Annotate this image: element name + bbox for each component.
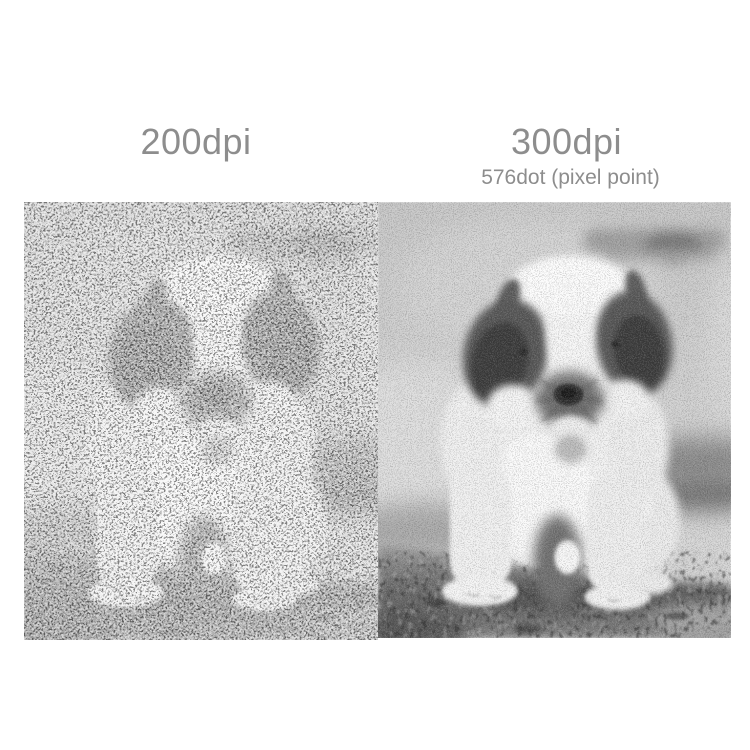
label-300dpi: 300dpi — [510, 121, 623, 162]
photo-200dpi-dithered — [24, 202, 378, 640]
label-576dot: 576dot (pixel point) — [481, 166, 660, 189]
photo-300dpi — [378, 202, 731, 638]
label-200dpi: 200dpi — [140, 121, 252, 162]
